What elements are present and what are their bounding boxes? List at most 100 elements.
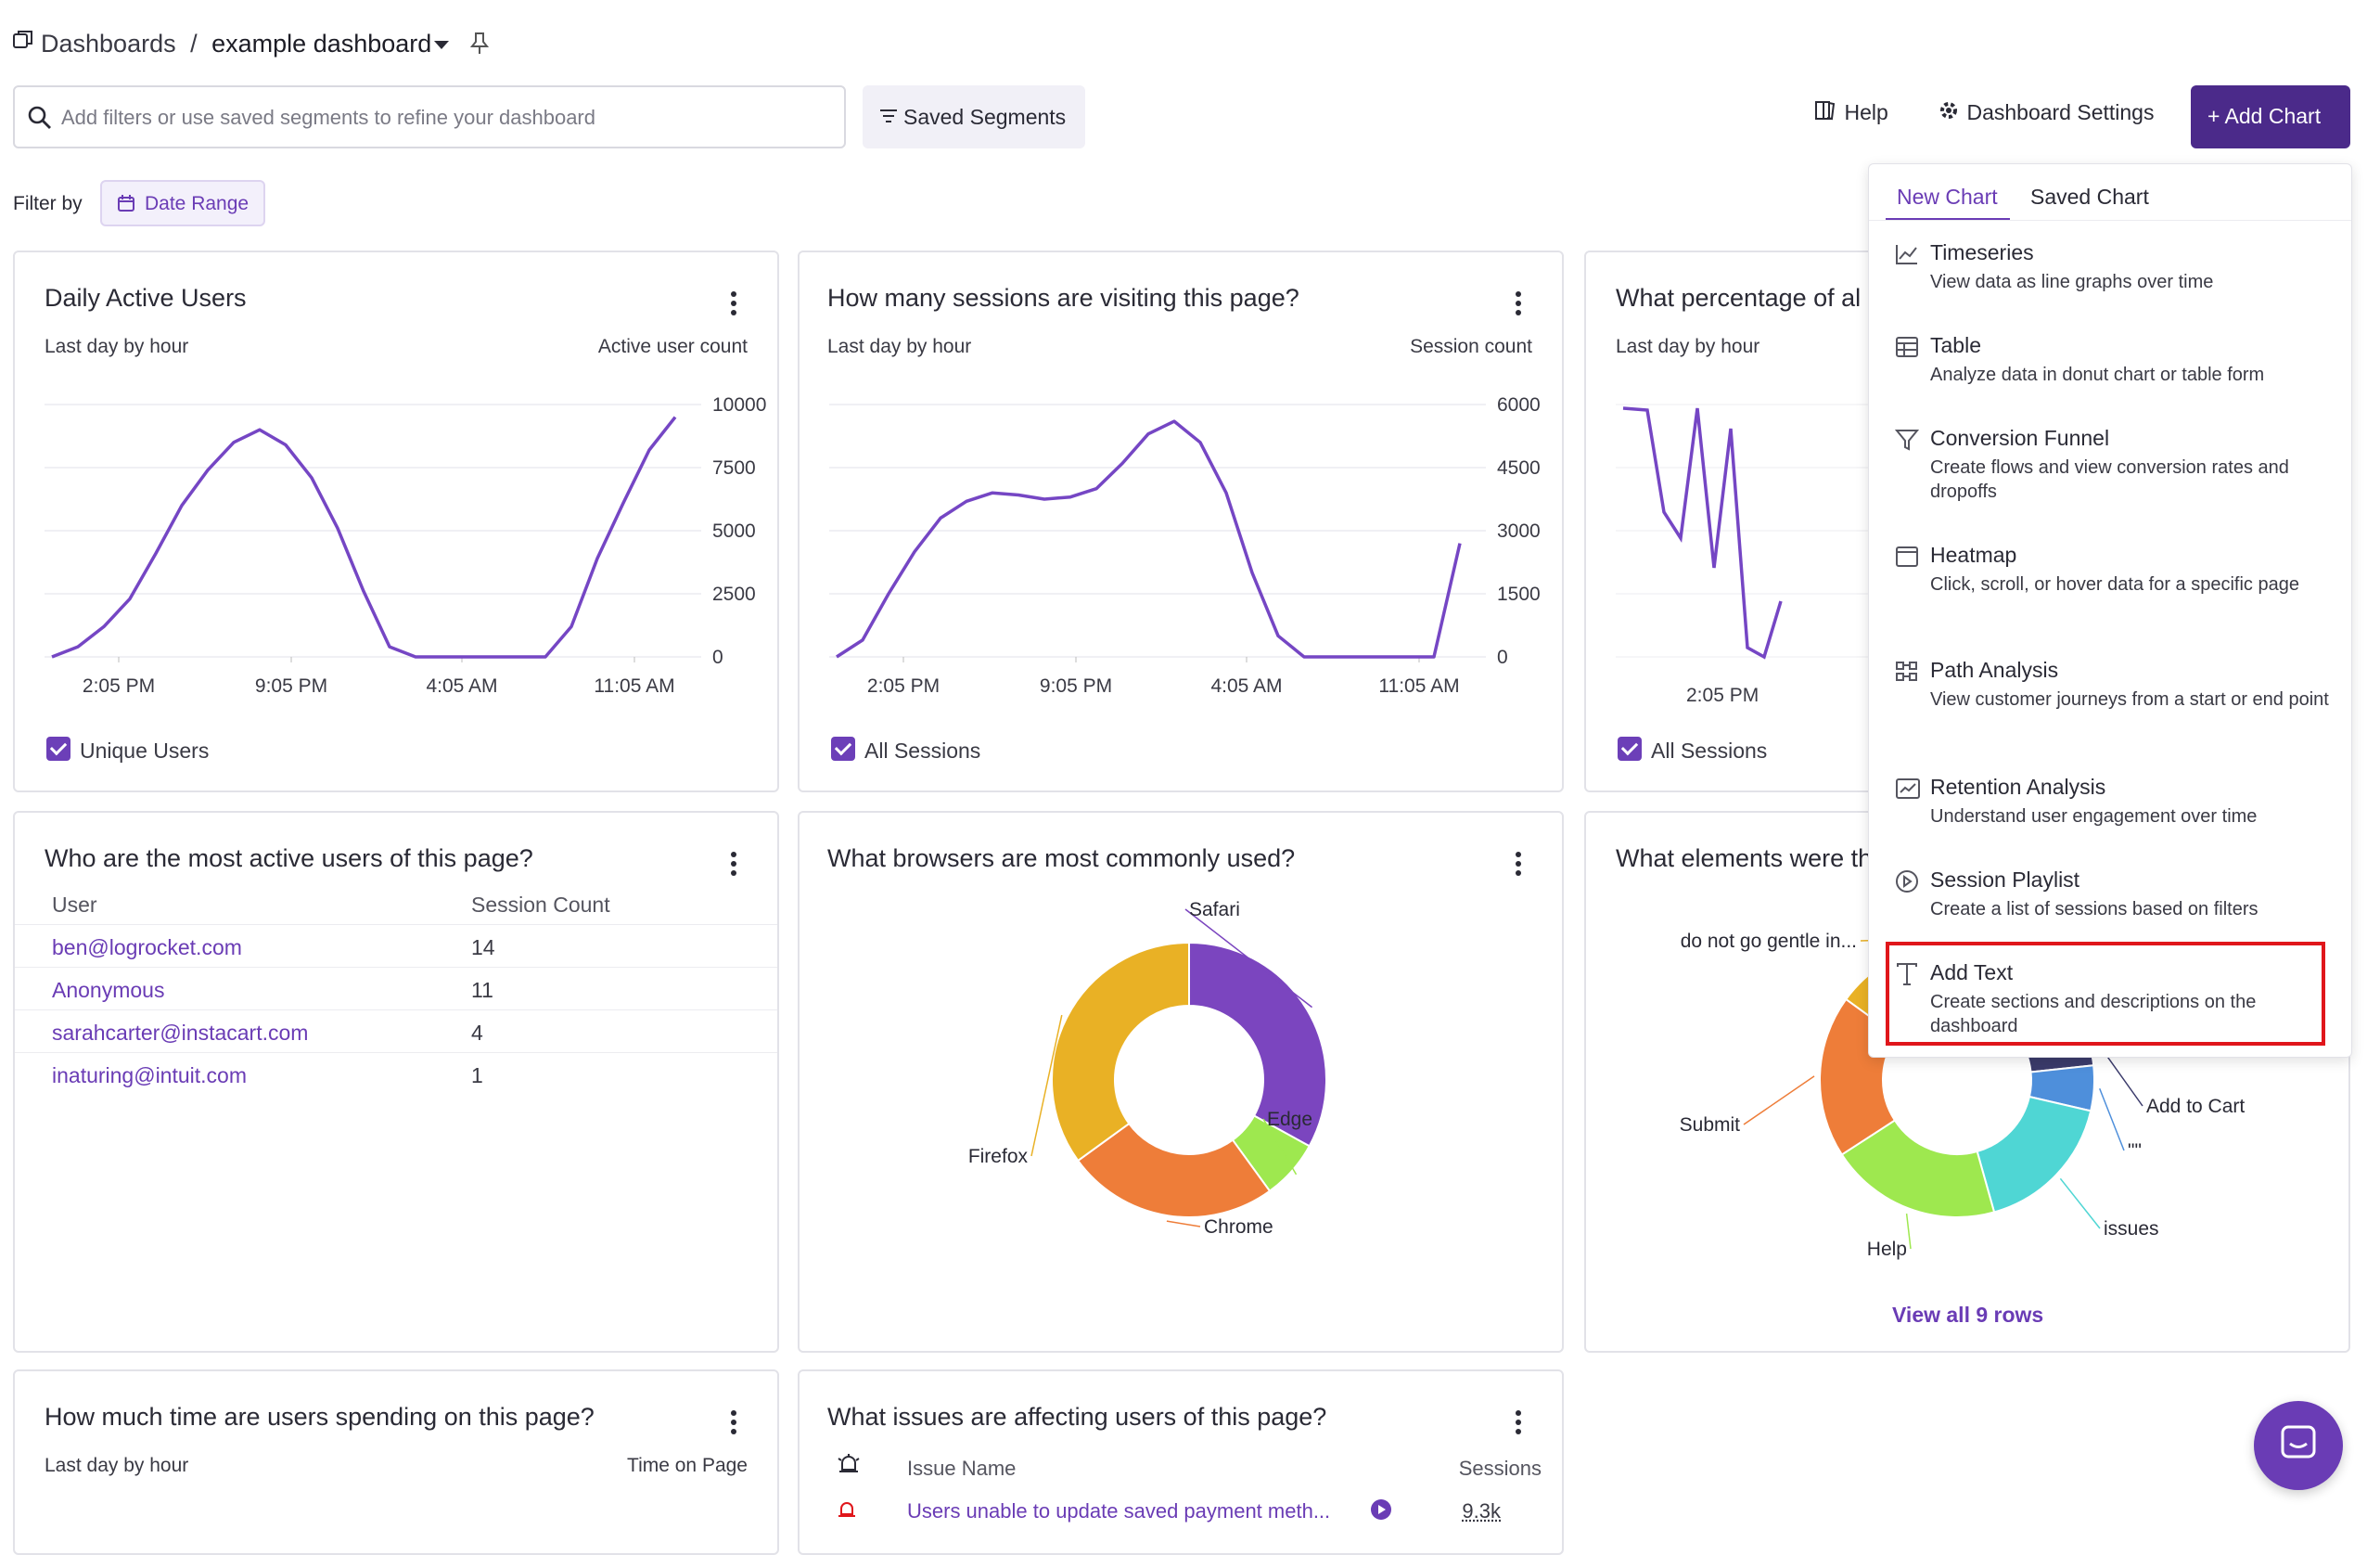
help-label: Help: [1844, 100, 1887, 124]
legend-checkbox[interactable]: [1618, 737, 1642, 761]
slice-leader-line: [1907, 1214, 1911, 1249]
legend-label: Unique Users: [80, 739, 209, 764]
tab-label: Saved Chart: [2030, 185, 2149, 210]
menu-item-timeseries[interactable]: Timeseries View data as line graphs over…: [1869, 238, 2346, 322]
tab-new-chart[interactable]: New Chart: [1886, 175, 2010, 221]
table-icon: [1895, 335, 1919, 359]
slice-label: Help: [1867, 1239, 1907, 1260]
card-menu-icon[interactable]: [731, 1410, 736, 1438]
y-tick-label: 0: [712, 647, 723, 668]
x-tick-label: 9:05 PM: [1040, 675, 1112, 697]
date-range-button[interactable]: Date Range: [100, 180, 265, 226]
chat-launcher-button[interactable]: [2254, 1401, 2343, 1490]
series-line: [52, 418, 675, 657]
menu-item-path-analysis[interactable]: Path Analysis View customer journeys fro…: [1869, 656, 2346, 758]
column-header-sessions: Sessions: [1459, 1457, 1542, 1481]
slice-label: Firefox: [968, 1146, 1029, 1167]
menu-item-title: Timeseries: [1930, 240, 2034, 265]
slice-label: Chrome: [1204, 1216, 1273, 1238]
menu-item-heatmap[interactable]: Heatmap Click, scroll, or hover data for…: [1869, 541, 2346, 643]
legend-checkbox[interactable]: [46, 737, 70, 761]
x-tick-label: 4:05 AM: [426, 675, 497, 697]
sessions-card: How many sessions are visiting this page…: [798, 251, 1564, 792]
slice-leader-line: [1744, 1076, 1814, 1124]
user-link[interactable]: inaturing@intuit.com: [52, 1063, 247, 1088]
menu-item-table[interactable]: Table Analyze data in donut chart or tab…: [1869, 331, 2346, 415]
search-input[interactable]: Add filters or use saved segments to ref…: [13, 85, 846, 148]
menu-item-retention-analysis[interactable]: Retention Analysis Understand user engag…: [1869, 773, 2346, 856]
y-tick-label: 1500: [1497, 584, 1541, 605]
dashboards-icon: [13, 30, 33, 50]
column-header-issue-name: Issue Name: [907, 1457, 1016, 1481]
session-count: 11: [471, 978, 493, 1003]
breadcrumb-root[interactable]: Dashboards: [41, 30, 176, 58]
path-icon: [1895, 660, 1919, 684]
funnel-icon: [1895, 428, 1919, 452]
menu-item-description: Understand user engagement over time: [1930, 804, 2329, 829]
pin-icon[interactable]: [469, 32, 490, 60]
card-menu-icon[interactable]: [731, 852, 736, 880]
y-tick-label: 5000: [712, 520, 756, 542]
slice-label: do not go gentle in...: [1681, 931, 1857, 952]
legend-label: All Sessions: [1651, 739, 1767, 764]
menu-item-title: Conversion Funnel: [1930, 426, 2109, 451]
slice-label: Safari: [1189, 899, 1240, 920]
user-link[interactable]: sarahcarter@instacart.com: [52, 1021, 308, 1046]
menu-item-description: Analyze data in donut chart or table for…: [1930, 363, 2329, 387]
playlist-icon: [1895, 869, 1919, 893]
calendar-icon: [117, 194, 135, 217]
x-tick-label: 2:05 PM: [1686, 685, 1759, 707]
slice-label: Add to Cart: [2146, 1096, 2245, 1117]
issue-link[interactable]: Users unable to update saved payment met…: [907, 1499, 1330, 1523]
saved-segments-button[interactable]: Saved Segments: [863, 85, 1085, 148]
play-icon[interactable]: [1371, 1499, 1391, 1520]
slice-label: Edge: [1267, 1109, 1312, 1130]
issue-sessions: 9.3k: [1462, 1499, 1501, 1523]
active-users-card: Who are the most active users of this pa…: [13, 811, 779, 1353]
browsers-card: What browsers are most commonly used? Sa…: [798, 811, 1564, 1353]
help-button[interactable]: Help: [1814, 100, 1888, 132]
date-range-label: Date Range: [145, 193, 249, 215]
book-icon: [1814, 100, 1836, 125]
user-link[interactable]: ben@logrocket.com: [52, 935, 242, 960]
add-chart-button[interactable]: + Add Chart: [2191, 85, 2350, 148]
card-title: What issues are affecting users of this …: [827, 1403, 1326, 1432]
legend-checkbox[interactable]: [831, 737, 855, 761]
donut-chart-browsers: Safari Edge Chrome Firefox: [800, 813, 1564, 1353]
line-chart-dau: 0250050007500100002:05 PM 9:05 PM 4:05 AM 1…: [15, 252, 779, 792]
session-count: 1: [471, 1063, 483, 1088]
alarm-icon: [837, 1453, 861, 1478]
slice-leader-line: [1167, 1221, 1200, 1227]
menu-item-conversion-funnel[interactable]: Conversion Funnel Create flows and view …: [1869, 424, 2346, 526]
menu-item-description: Click, scroll, or hover data for a speci…: [1930, 572, 2329, 597]
timeseries-icon: [1895, 242, 1919, 266]
x-tick-label: 11:05 AM: [594, 675, 674, 697]
x-tick-label: 2:05 PM: [867, 675, 940, 697]
dashboard-title[interactable]: example dashboard: [211, 30, 431, 58]
menu-item-description: View customer journeys from a start or e…: [1930, 688, 2329, 712]
menu-item-description: Create flows and view conversion rates a…: [1930, 456, 2329, 504]
chat-icon: [2281, 1425, 2316, 1467]
heatmap-icon: [1895, 545, 1919, 569]
user-link[interactable]: Anonymous: [52, 978, 164, 1003]
dashboard-settings-button[interactable]: Dashboard Settings: [1939, 100, 2154, 132]
daily-active-users-card: Daily Active Users Last day by hour Acti…: [13, 251, 779, 792]
menu-item-session-playlist[interactable]: Session Playlist Create a list of sessio…: [1869, 866, 2346, 949]
filter-by-label: Filter by: [13, 193, 83, 215]
view-all-rows-link[interactable]: View all 9 rows: [1892, 1303, 2043, 1328]
card-menu-icon[interactable]: [1516, 1410, 1521, 1438]
caret-down-icon[interactable]: [434, 41, 449, 49]
filter-icon: [879, 108, 898, 129]
donut-slice[interactable]: [1052, 943, 1189, 1161]
gear-icon: [1939, 100, 1959, 125]
x-tick-label: 4:05 AM: [1210, 675, 1282, 697]
tab-saved-chart[interactable]: Saved Chart: [2025, 175, 2164, 218]
card-subtitle: Last day by hour: [45, 1455, 188, 1477]
session-count: 4: [471, 1021, 483, 1046]
add-text-highlight-box: [1886, 942, 2325, 1046]
x-tick-label: 11:05 AM: [1378, 675, 1459, 697]
y-tick-label: 3000: [1497, 520, 1541, 542]
issues-card: What issues are affecting users of this …: [798, 1369, 1564, 1555]
breadcrumb: Dashboards / example dashboard: [41, 30, 431, 58]
time-on-page-card: How much time are users spending on this…: [13, 1369, 779, 1555]
